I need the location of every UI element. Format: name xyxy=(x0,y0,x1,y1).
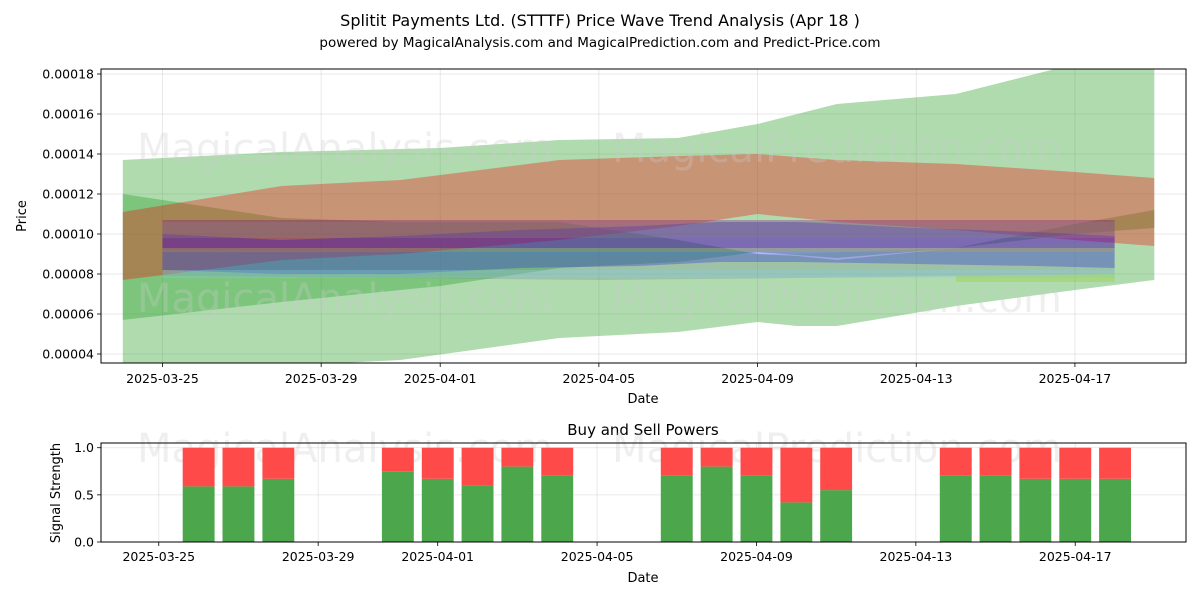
buy-bar-2025-04-18 xyxy=(1099,478,1131,542)
sell-bar-2025-04-18 xyxy=(1099,447,1131,479)
price-y-tick-label: 0.00018 xyxy=(42,67,94,82)
band-blue xyxy=(162,222,1115,274)
band-orange xyxy=(162,248,1115,252)
buy-bar-2025-04-15 xyxy=(979,475,1012,542)
price-x-tick-label: 2025-04-05 xyxy=(563,371,636,386)
price-x-tick-label: 2025-04-13 xyxy=(880,371,953,386)
band-green-wide xyxy=(122,69,1155,320)
price-x-tick-label: 2025-04-01 xyxy=(404,371,477,386)
price-plot-area xyxy=(101,69,1186,363)
price-y-ticks: 0.00004 0.00006 0.00008 0.00010 0.00012 0.000… xyxy=(42,67,101,362)
price-bands xyxy=(122,69,1155,363)
sell-bar-2025-04-02 xyxy=(461,447,494,486)
watermark-top-left: MagicalAnalysis.com xyxy=(137,126,553,172)
price-panel: MagicalAnalysis.com MagicalPrediction.co… xyxy=(15,67,1187,407)
signal-y-ticks: 0.0 0.5 1.0 xyxy=(74,440,101,550)
signal-x-tick-label: 2025-04-13 xyxy=(880,549,953,564)
price-x-tick-label: 2025-04-17 xyxy=(1039,371,1112,386)
buy-bar-2025-04-07 xyxy=(660,475,693,542)
buy-bar-2025-04-11 xyxy=(820,490,853,542)
buy-bar-2025-04-09 xyxy=(740,475,773,542)
sell-bar-2025-04-10 xyxy=(780,447,813,503)
signal-y-tick-label: 0.5 xyxy=(74,487,94,502)
band-yellowgreen xyxy=(955,274,1115,282)
signal-y-tick-label: 0.0 xyxy=(74,535,94,550)
watermark-mid-right: MagicalPrediction.com xyxy=(612,276,1062,322)
band-green-lower xyxy=(122,194,1155,363)
sell-bar-2025-03-26 xyxy=(182,447,215,487)
band-lightblue xyxy=(162,270,1115,278)
band-slate xyxy=(162,242,1115,280)
sell-bar-2025-03-28 xyxy=(262,447,295,479)
signal-x-tick-label: 2025-04-01 xyxy=(401,549,474,564)
price-y-tick-label: 0.00008 xyxy=(42,267,94,282)
sell-bar-2025-04-01 xyxy=(421,447,454,479)
sell-bar-2025-04-11 xyxy=(820,447,853,491)
signal-x-label: Date xyxy=(627,571,658,586)
price-watermarks: MagicalAnalysis.com MagicalPrediction.co… xyxy=(137,126,1062,322)
price-grid xyxy=(101,69,1186,363)
buy-bar-2025-04-10 xyxy=(780,502,813,542)
signal-panel: Buy and Sell Powers MagicalAnalysis.com … xyxy=(49,421,1187,586)
sell-bar-2025-03-31 xyxy=(381,447,414,472)
sell-bar-2025-04-14 xyxy=(939,447,972,475)
watermark-mid-left: MagicalAnalysis.com xyxy=(137,276,553,322)
price-y-label: Price xyxy=(15,200,30,232)
price-x-tick-label: 2025-03-25 xyxy=(126,371,199,386)
band-grey xyxy=(162,222,1115,238)
watermark-top-right: MagicalPrediction.com xyxy=(612,126,1062,172)
price-x-label: Date xyxy=(627,392,658,407)
sell-bar-2025-04-09 xyxy=(740,447,773,475)
buy-bar-2025-03-31 xyxy=(381,471,414,542)
sell-bar-2025-04-04 xyxy=(541,447,574,475)
band-red xyxy=(122,154,1155,280)
buy-bar-2025-04-16 xyxy=(1019,478,1052,542)
sell-bar-2025-04-07 xyxy=(660,447,693,475)
sell-bar-2025-04-16 xyxy=(1019,447,1052,479)
band-purple xyxy=(162,220,1115,248)
chart-title: Splitit Payments Ltd. (STTTF) Price Wave… xyxy=(340,11,860,30)
sell-bar-2025-04-17 xyxy=(1059,447,1092,479)
buy-bar-2025-04-01 xyxy=(421,478,454,542)
buy-bar-2025-04-03 xyxy=(501,466,534,542)
price-x-ticks: 2025-03-25 2025-03-29 2025-04-01 2025-04-05… xyxy=(126,363,1111,386)
buy-bar-2025-03-27 xyxy=(222,486,255,542)
signal-x-tick-label: 2025-04-05 xyxy=(561,549,634,564)
sell-bar-2025-04-15 xyxy=(979,447,1012,475)
price-y-tick-label: 0.00006 xyxy=(42,307,94,322)
signal-x-tick-label: 2025-03-25 xyxy=(122,549,195,564)
buy-bar-2025-04-08 xyxy=(700,466,733,542)
signal-x-tick-label: 2025-04-17 xyxy=(1039,549,1112,564)
signal-x-tick-label: 2025-03-29 xyxy=(282,549,355,564)
signal-y-label: Signal Strength xyxy=(49,443,64,543)
buy-bar-2025-04-14 xyxy=(939,475,972,542)
signal-plot-frame xyxy=(100,442,1187,543)
price-x-tick-label: 2025-03-29 xyxy=(285,371,358,386)
buy-bar-2025-04-02 xyxy=(461,485,494,542)
sell-bar-2025-03-27 xyxy=(222,447,255,487)
signal-x-tick-label: 2025-04-09 xyxy=(720,549,793,564)
price-plot-frame xyxy=(100,68,1187,364)
buy-bar-2025-03-26 xyxy=(182,486,215,542)
price-y-tick-label: 0.00010 xyxy=(42,227,94,242)
price-y-tick-label: 0.00004 xyxy=(42,347,94,362)
chart-subtitle: powered by MagicalAnalysis.com and Magic… xyxy=(319,35,880,51)
signal-bars xyxy=(182,447,1131,542)
price-y-tick-label: 0.00016 xyxy=(42,107,94,122)
sell-bar-2025-04-08 xyxy=(700,447,733,467)
price-x-tick-label: 2025-04-09 xyxy=(721,371,794,386)
buy-bar-2025-03-28 xyxy=(262,478,295,542)
buy-bar-2025-04-17 xyxy=(1059,478,1092,542)
price-y-tick-label: 0.00012 xyxy=(42,187,94,202)
buy-bar-2025-04-04 xyxy=(541,475,574,542)
sell-bar-2025-04-03 xyxy=(501,447,534,467)
signal-y-tick-label: 1.0 xyxy=(74,440,94,455)
signal-title: Buy and Sell Powers xyxy=(567,421,719,439)
price-y-tick-label: 0.00014 xyxy=(42,147,94,162)
signal-x-ticks: 2025-03-25 2025-03-29 2025-04-01 2025-04-05… xyxy=(122,542,1112,564)
